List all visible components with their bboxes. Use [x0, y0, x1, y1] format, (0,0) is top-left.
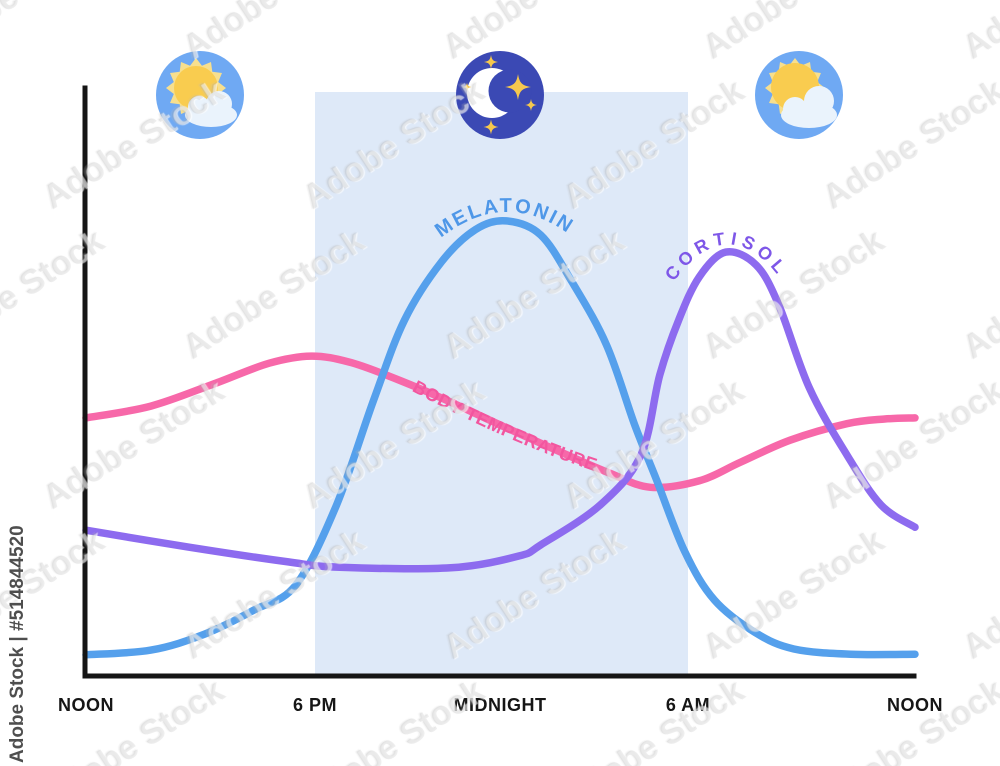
sun-cloud-icon-left: [156, 51, 244, 139]
cloud-shape: [185, 91, 237, 127]
stock-id-watermark: Adobe Stock | #514844520: [7, 525, 28, 763]
moon-stars-icon: [456, 51, 544, 139]
night-shaded-region: [315, 92, 688, 674]
axes: [82, 85, 917, 679]
sun-cloud-icon-right: [755, 51, 843, 139]
body-temperature-curve: [82, 352, 919, 492]
cloud-shape: [781, 86, 837, 128]
melatonin-curve: [82, 216, 919, 659]
cortisol-curve: [82, 247, 919, 573]
